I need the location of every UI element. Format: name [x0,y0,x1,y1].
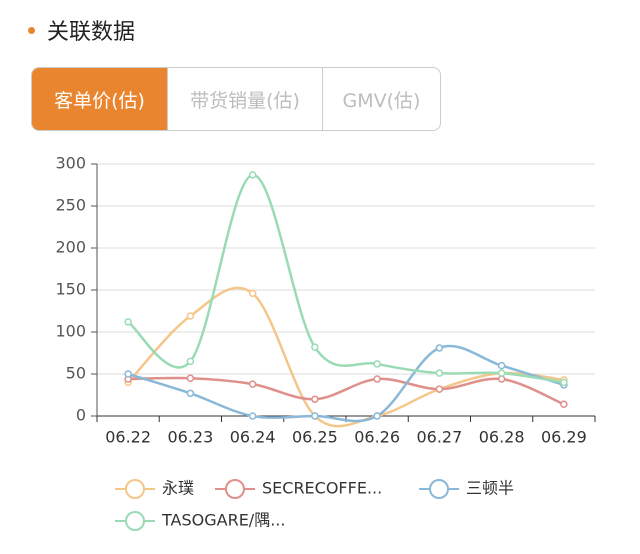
x-tick-label: 06.25 [292,428,338,447]
data-point [186,312,195,320]
data-point [373,375,381,383]
y-tick-label: 100 [55,322,86,341]
data-point [186,357,195,366]
legend-icon [225,479,245,499]
x-tick-label: 06.27 [416,428,462,447]
data-point [560,400,568,408]
data-point [248,380,257,388]
y-tick-label: 300 [55,154,86,173]
y-tick-label: 50 [66,364,86,383]
data-point [435,385,444,393]
data-point [373,360,381,368]
y-tick-label: 250 [55,196,86,215]
section-header: 关联数据 [28,14,135,46]
y-tick-label: 150 [55,280,86,299]
tab[interactable]: 带货销量(估) [167,68,322,130]
chart: 0 50 100 150 200 250 300 06.22 06.23 06.24 06.25 06… [55,154,596,531]
series-line [127,344,565,423]
data-point [560,378,568,387]
series-line [127,286,565,428]
series-line [128,376,565,406]
data-point [311,395,319,403]
x-tick-label: 06.28 [479,428,525,447]
legend-label: 永璞 [162,479,194,498]
data-point [248,412,257,420]
legend-icon [125,511,145,531]
legend-label: TASOGARE/隅... [161,511,285,530]
data-point [124,370,132,378]
data-point [435,344,444,352]
y-tick-label: 0 [76,406,86,425]
data-point [124,318,132,326]
x-tick-label: 06.26 [354,428,400,447]
x-tick-label: 06.29 [541,428,587,447]
data-point [311,343,319,351]
data-point [311,412,319,420]
legend-icon [429,479,449,499]
tab[interactable]: 客单价(估) [32,68,167,130]
data-point [497,361,506,370]
data-point [186,389,195,398]
data-point [373,412,381,420]
x-tick-label: 06.24 [230,428,276,447]
x-tick-label: 06.23 [167,428,213,447]
y-tick-label: 200 [55,238,86,257]
legend-icon [125,479,145,499]
legend-label: 三顿半 [466,479,514,498]
section-title: 关联数据 [47,20,136,45]
series-line [127,173,565,384]
tab-bar: 客单价(估) 带货销量(估) GMV(估) [31,67,441,131]
x-tick-label: 06.22 [105,428,151,447]
legend-label: SECRECOFFE... [262,479,382,498]
data-point [497,369,506,377]
data-point [435,369,444,377]
data-point [186,374,195,382]
data-point [248,289,257,298]
data-point [497,375,506,383]
data-point [248,171,257,179]
tab[interactable]: GMV(估) [322,68,440,130]
bullet [28,26,35,34]
